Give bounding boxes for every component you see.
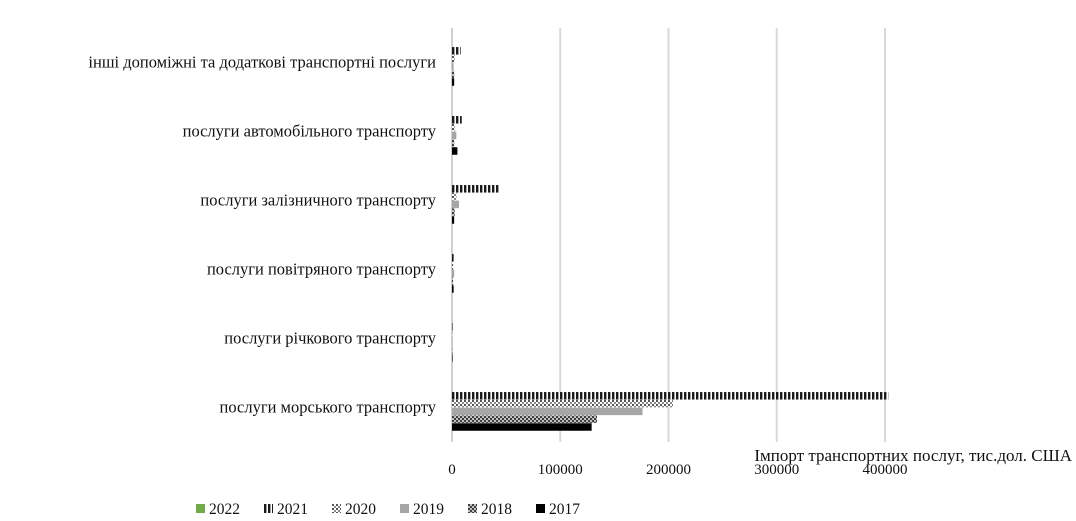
- bar-2021-4: [452, 323, 453, 331]
- legend-label-2018: 2018: [481, 501, 512, 518]
- x-tick-label-3: 300000: [754, 462, 799, 478]
- bar-2021-5: [452, 392, 889, 400]
- bar-2018-3: [452, 277, 454, 285]
- bar-2017-5: [452, 423, 592, 431]
- bar-2020-0: [452, 54, 455, 63]
- bar-2021-0: [452, 47, 461, 55]
- category-labels: інші допоміжні та додаткові транспортні …: [88, 53, 436, 417]
- category-label-0: інші допоміжні та додаткові транспортні …: [88, 53, 436, 72]
- category-label-3: послуги повітряного транспорту: [207, 260, 437, 279]
- bar-2021-2: [452, 185, 499, 193]
- category-label-1: послуги автомобільного транспорту: [183, 122, 437, 141]
- legend-label-2022: 2022: [209, 501, 240, 518]
- legend-swatch-2022: [196, 504, 205, 513]
- legend-label-2021: 2021: [277, 501, 308, 518]
- legend-label-2019: 2019: [413, 501, 444, 518]
- category-label-5: послуги морського транспорту: [220, 398, 437, 417]
- legend-swatch-2017: [536, 504, 545, 513]
- bar-2017-1: [452, 147, 458, 155]
- bar-2019-2: [452, 200, 460, 209]
- legend-swatch-2020: [332, 504, 341, 513]
- bar-2017-3: [452, 285, 454, 293]
- bar-2021-3: [452, 254, 454, 262]
- bar-2020-1: [452, 123, 455, 132]
- bar-2018-1: [452, 139, 455, 147]
- bar-2018-5: [452, 415, 598, 423]
- bar-2018-0: [452, 70, 455, 78]
- legend-label-2020: 2020: [345, 501, 376, 518]
- legend-swatch-2021: [264, 504, 273, 513]
- legend-swatch-2019: [400, 504, 409, 513]
- bar-2020-3: [452, 261, 454, 270]
- bar-2020-2: [452, 192, 457, 201]
- x-tick-label-0: 0: [448, 462, 456, 478]
- legend-swatch-2018: [468, 504, 477, 513]
- legend-label-2017: 2017: [549, 501, 580, 518]
- bar-2020-5: [452, 399, 673, 408]
- bars: [452, 47, 889, 431]
- gridlines: [559, 28, 886, 442]
- x-tick-label-2: 200000: [646, 462, 691, 478]
- bar-2019-5: [452, 407, 643, 416]
- bar-2021-1: [452, 116, 462, 124]
- category-label-4: послуги річкового транспорту: [224, 329, 436, 348]
- x-axis-title: Імпорт транспортних послуг, тис.дол. США: [754, 446, 1072, 465]
- bar-2018-2: [452, 208, 455, 216]
- bar-2019-1: [452, 131, 457, 140]
- x-tick-label-1: 100000: [538, 462, 583, 478]
- bar-2017-2: [452, 216, 455, 224]
- x-tick-labels: 0 100000 200000 300000 400000: [448, 462, 907, 478]
- bar-2019-0: [452, 62, 454, 71]
- bar-2019-3: [452, 269, 455, 278]
- legend: 2022 2021 2020 2019 2018 2017: [196, 501, 580, 518]
- category-label-2: послуги залізничного транспорту: [200, 191, 436, 210]
- bar-2017-0: [452, 78, 455, 86]
- x-tick-label-4: 400000: [863, 462, 908, 478]
- bar-2017-4: [452, 354, 453, 362]
